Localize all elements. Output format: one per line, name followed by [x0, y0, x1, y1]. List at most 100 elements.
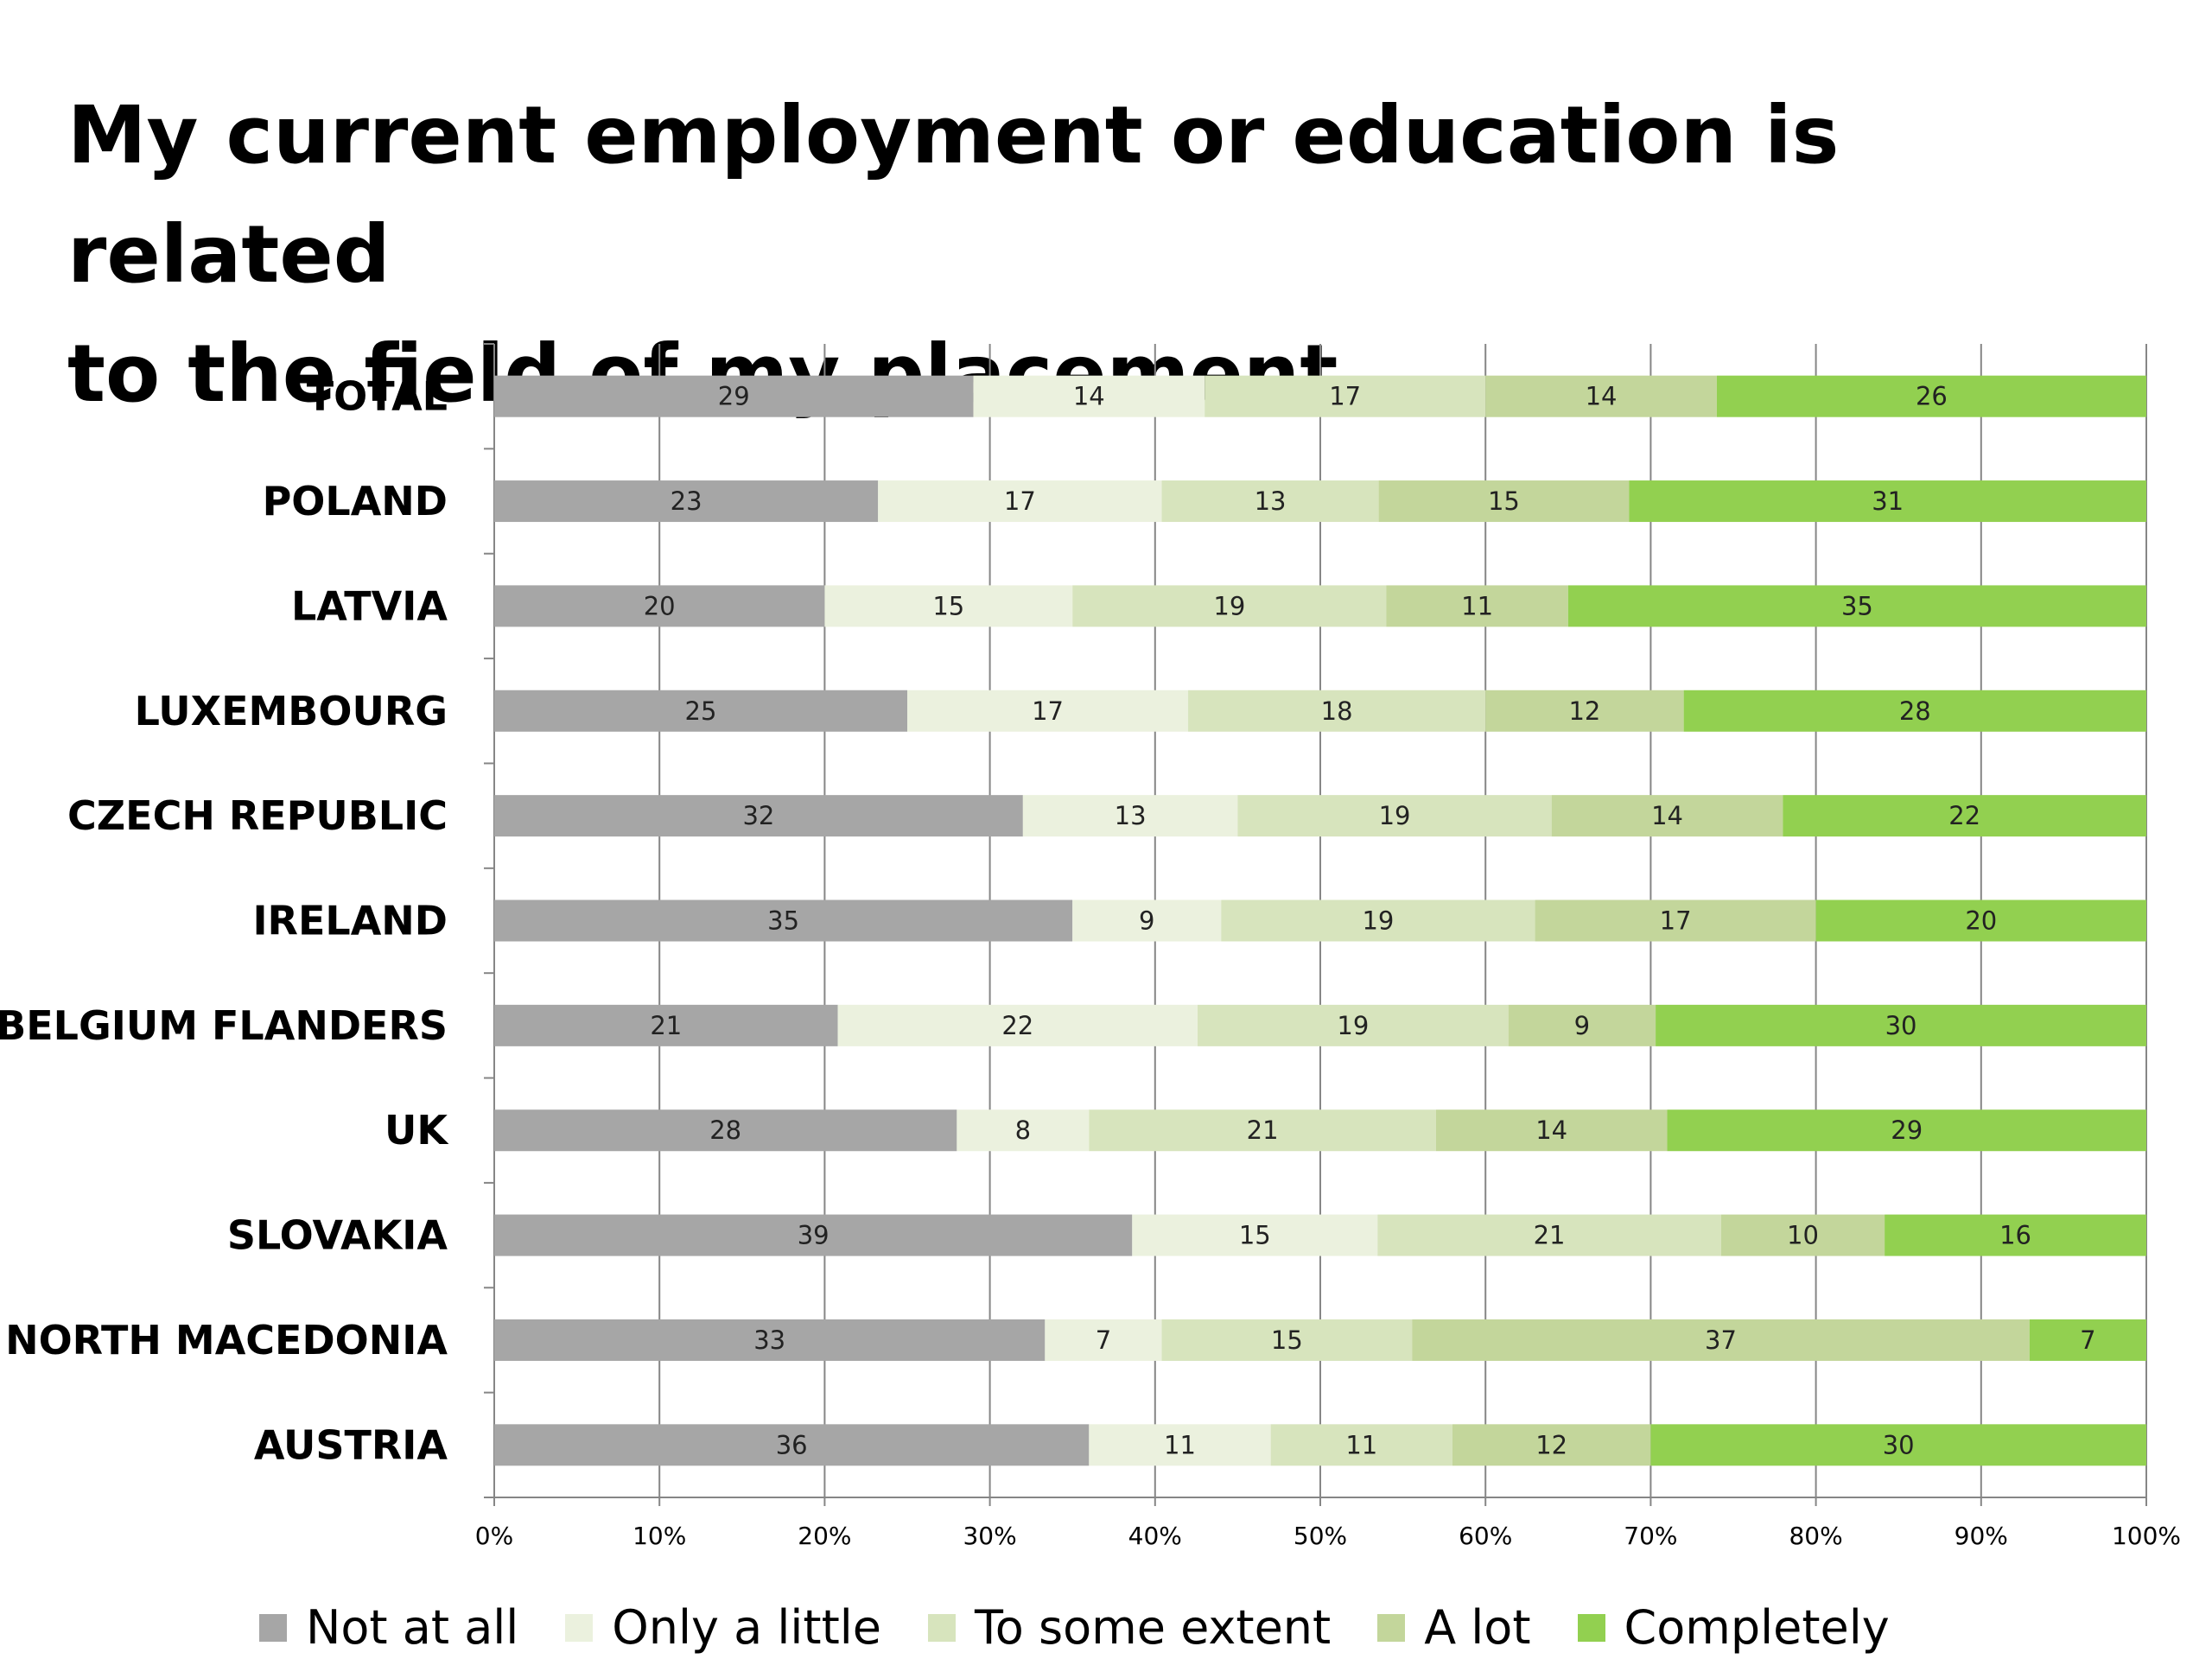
bar-segment	[1885, 1214, 2146, 1256]
data-label: 35	[1841, 591, 1873, 620]
data-label: 17	[1032, 696, 1064, 726]
bar-segment	[1089, 1424, 1271, 1466]
category-label: LUXEMBOURG	[135, 688, 448, 734]
legend-item: To some extent	[927, 1600, 1332, 1655]
category-label: LATVIA	[291, 582, 448, 629]
bar-segment	[1412, 1319, 2030, 1361]
x-tick-label: 10%	[632, 1522, 686, 1550]
category-label: POLAND	[263, 478, 448, 524]
legend-item: A lot	[1377, 1600, 1531, 1655]
data-label: 30	[1883, 1430, 1915, 1459]
data-label: 32	[742, 801, 774, 830]
bar-segment	[1783, 795, 2146, 837]
data-label: 11	[1164, 1430, 1196, 1459]
category-label: CZECH REPUBLIC	[67, 792, 448, 839]
bar-segment	[1435, 1109, 1668, 1152]
x-tick-label: 20%	[798, 1522, 851, 1550]
data-label: 19	[1337, 1011, 1369, 1040]
bar-segment	[1161, 1319, 1413, 1361]
data-label: 14	[1535, 1116, 1567, 1145]
data-label: 36	[776, 1430, 808, 1459]
bar-segment	[1377, 1214, 1721, 1256]
data-label: 12	[1568, 696, 1600, 726]
data-label: 15	[1271, 1325, 1303, 1355]
data-label: 28	[709, 1116, 741, 1145]
bar-segment	[1161, 480, 1379, 523]
data-label: 22	[1948, 801, 1980, 830]
bar-segment	[1567, 585, 2146, 627]
bar-segment	[1045, 1319, 1162, 1361]
data-label: 21	[1247, 1116, 1279, 1145]
data-label: 35	[767, 906, 799, 936]
category-label: TOTAL	[307, 373, 448, 420]
bar-segment	[1022, 795, 1238, 837]
bar-segment	[1551, 795, 1783, 837]
bar-segment	[1188, 690, 1486, 732]
legend-item: Only a little	[565, 1600, 881, 1655]
data-label: 8	[1015, 1116, 1031, 1145]
category-label: AUSTRIA	[254, 1421, 448, 1468]
bar-segment	[1656, 1004, 2146, 1046]
data-label: 20	[1965, 906, 1997, 936]
bar-segment	[1629, 480, 2146, 523]
bar-segment	[878, 480, 1162, 523]
x-tick-label: 0%	[475, 1522, 513, 1550]
legend-label: To some extent	[974, 1600, 1332, 1655]
data-label: 14	[1651, 801, 1683, 830]
bar-segment	[1386, 585, 1568, 627]
bar-segment	[1650, 1424, 2146, 1466]
bar-segment	[494, 1214, 1133, 1256]
bar-segment	[494, 690, 907, 732]
bar-segment	[1089, 1109, 1436, 1152]
data-label: 19	[1362, 906, 1394, 936]
legend-swatch	[259, 1613, 287, 1642]
data-label: 14	[1586, 382, 1618, 411]
bar-segment	[1485, 690, 1684, 732]
category-label: NORTH MACEDONIA	[5, 1317, 448, 1363]
legend-label: Not at all	[306, 1600, 519, 1655]
bar-segment	[824, 585, 1073, 627]
bar-segment	[1667, 1109, 2146, 1152]
x-tick-label: 100%	[2112, 1522, 2181, 1550]
data-label: 23	[671, 486, 702, 516]
legend-label: A lot	[1424, 1600, 1531, 1655]
data-label: 39	[798, 1221, 830, 1250]
legend-swatch	[927, 1613, 956, 1642]
legend-swatch	[1377, 1613, 1406, 1642]
data-label: 29	[718, 382, 750, 411]
chart-legend: Not at all Only a little To some extent A l…	[259, 1600, 1936, 1655]
data-label: 21	[650, 1011, 682, 1040]
legend-item: Not at all	[259, 1600, 518, 1655]
legend-swatch	[1577, 1613, 1605, 1642]
bar-segment	[494, 375, 974, 417]
data-label: 37	[1705, 1325, 1737, 1355]
bar-segment	[1072, 585, 1387, 627]
data-label: 9	[1574, 1011, 1590, 1040]
bar-segment	[1072, 899, 1222, 942]
data-label: 15	[1488, 486, 1520, 516]
data-label: 9	[1139, 906, 1154, 936]
legend-label: Only a little	[612, 1600, 881, 1655]
bar-segment	[1716, 375, 2146, 417]
bar-segment	[1237, 795, 1552, 837]
data-label: 12	[1535, 1430, 1567, 1459]
legend-label: Completely	[1624, 1600, 1890, 1655]
data-label: 28	[1899, 696, 1931, 726]
bar-segment	[1221, 899, 1535, 942]
data-label: 21	[1534, 1221, 1566, 1250]
bar-segment	[1378, 480, 1630, 523]
bar-segment	[1485, 375, 1717, 417]
data-label: 17	[1660, 906, 1692, 936]
category-label: UK	[385, 1107, 449, 1154]
data-label: 25	[685, 696, 717, 726]
bar-segment	[1270, 1424, 1452, 1466]
legend-swatch	[565, 1613, 594, 1642]
x-tick-label: 90%	[1955, 1522, 2008, 1550]
data-label: 7	[1096, 1325, 1111, 1355]
x-tick-label: 80%	[1789, 1522, 1842, 1550]
bar-segment	[907, 690, 1189, 732]
bar-segment	[494, 1004, 838, 1046]
x-tick-label: 40%	[1128, 1522, 1182, 1550]
chart-title-line-1: My current employment or education is re…	[67, 89, 1840, 301]
bar-segment	[494, 585, 825, 627]
